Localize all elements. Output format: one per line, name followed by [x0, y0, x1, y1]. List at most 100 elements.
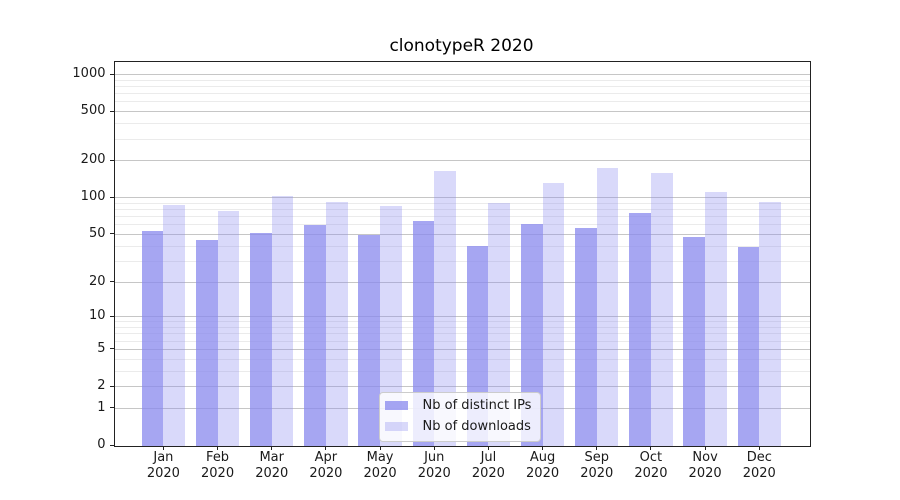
y-tick-mark — [109, 110, 114, 112]
bar-downloads-dec — [759, 202, 781, 446]
bar-downloads-feb — [217, 210, 240, 446]
y-tick-label: 2 — [97, 378, 106, 393]
gridline-minor — [114, 93, 810, 95]
x-tick-mark — [379, 446, 381, 450]
bar-downloads-oct — [650, 173, 673, 446]
x-tick-mark — [542, 446, 544, 450]
x-tick-month: Jan — [153, 450, 174, 465]
y-tick-label: 20 — [88, 273, 106, 289]
plot-area: Nb of distinct IPs Nb of downloads — [113, 60, 811, 447]
y-tick-label: 500 — [80, 103, 106, 119]
x-tick-year: 2020 — [471, 466, 505, 481]
x-tick-label: Jun 2020 — [402, 450, 466, 482]
x-tick-mark — [650, 446, 652, 450]
x-tick-year: 2020 — [309, 466, 343, 481]
bar-distinct-ips-mar — [250, 233, 272, 446]
x-tick-month: Aug — [529, 450, 556, 465]
gridline-minor — [114, 321, 810, 323]
y-tick-mark — [109, 233, 114, 235]
x-tick-year: 2020 — [688, 466, 722, 481]
x-tick-label: May 2020 — [348, 450, 412, 482]
legend-item-distinct-ips: Nb of distinct IPs — [384, 397, 531, 415]
y-tick-mark — [109, 385, 114, 387]
x-tick-label: Feb 2020 — [186, 450, 250, 482]
x-tick-year: 2020 — [255, 466, 289, 481]
x-tick-label: Oct 2020 — [619, 450, 683, 482]
x-tick-year: 2020 — [580, 466, 614, 481]
x-tick-mark — [704, 446, 706, 450]
chart-title: clonotypeR 2020 — [389, 36, 534, 56]
y-tick-mark — [109, 407, 114, 409]
y-tick-label: 1000 — [72, 66, 106, 81]
x-tick-year: 2020 — [146, 466, 180, 481]
x-tick-month: Nov — [692, 450, 718, 465]
gridline-major — [114, 281, 810, 283]
x-tick-mark — [758, 446, 760, 450]
gridline-minor — [114, 340, 810, 342]
y-tick-mark — [109, 444, 114, 446]
gridline-minor — [114, 101, 810, 103]
gridline-minor — [114, 333, 810, 335]
gridline-minor — [114, 216, 810, 218]
bar-distinct-ips-nov — [683, 236, 706, 446]
bar-distinct-ips-apr — [304, 224, 326, 446]
x-tick-label: Aug 2020 — [511, 450, 575, 482]
gridline-major — [114, 74, 810, 75]
bar-downloads-apr — [325, 202, 348, 446]
bar-downloads-aug — [542, 182, 565, 446]
y-tick-mark — [109, 73, 114, 75]
x-tick-year: 2020 — [201, 466, 235, 481]
legend-swatch-downloads — [384, 422, 408, 431]
x-tick-month: Feb — [206, 450, 230, 465]
y-tick-label: 50 — [88, 225, 106, 241]
gridline-minor — [114, 202, 810, 204]
bar-downloads-may — [380, 206, 402, 446]
bar-distinct-ips-dec — [737, 247, 760, 446]
gridline-major — [114, 160, 810, 162]
x-tick-label: Jul 2020 — [456, 450, 520, 482]
gridline-major — [114, 316, 810, 318]
x-tick-mark — [217, 446, 219, 450]
x-tick-label: Nov 2020 — [673, 450, 737, 482]
y-tick-label: 10 — [88, 308, 106, 324]
x-tick-label: Dec 2020 — [727, 450, 791, 482]
gridline-minor — [114, 358, 810, 360]
gridline-major — [114, 386, 810, 387]
bar-downloads-jul — [488, 203, 511, 446]
x-tick-month: Mar — [259, 450, 284, 465]
x-tick-year: 2020 — [742, 466, 776, 481]
y-tick-mark — [109, 196, 114, 198]
gridline-minor — [114, 327, 810, 328]
gridline-major — [114, 111, 810, 113]
y-tick-label: 200 — [80, 152, 106, 168]
gridline-minor — [114, 245, 810, 247]
x-tick-month: Sep — [584, 450, 609, 465]
gridline-major — [114, 348, 810, 350]
x-tick-mark — [162, 446, 164, 450]
bar-downloads-jan — [163, 205, 186, 446]
x-tick-mark — [271, 446, 273, 450]
bar-downloads-jun — [434, 171, 456, 446]
y-tick-mark — [109, 315, 114, 317]
bar-distinct-ips-sep — [575, 228, 597, 446]
y-tick-mark — [109, 348, 114, 350]
x-tick-month: Jul — [480, 450, 497, 465]
gridline-major — [114, 233, 810, 235]
bar-downloads-sep — [596, 168, 619, 446]
x-tick-month: May — [366, 450, 394, 465]
x-tick-month: Oct — [639, 450, 663, 465]
bar-distinct-ips-may — [358, 235, 381, 446]
bar-distinct-ips-jun — [412, 221, 435, 446]
gridline-minor — [114, 123, 810, 125]
bar-distinct-ips-jan — [141, 231, 164, 446]
x-tick-month: Apr — [314, 450, 338, 465]
x-tick-label: Sep 2020 — [565, 450, 629, 482]
bar-distinct-ips-aug — [520, 223, 543, 446]
y-tick-label: 0 — [97, 437, 106, 452]
y-tick-label: 5 — [97, 340, 106, 356]
x-tick-year: 2020 — [526, 466, 560, 481]
legend: Nb of distinct IPs Nb of downloads — [378, 391, 542, 442]
x-tick-mark — [596, 446, 598, 450]
x-tick-mark — [433, 446, 435, 450]
gridline-minor — [114, 79, 810, 81]
